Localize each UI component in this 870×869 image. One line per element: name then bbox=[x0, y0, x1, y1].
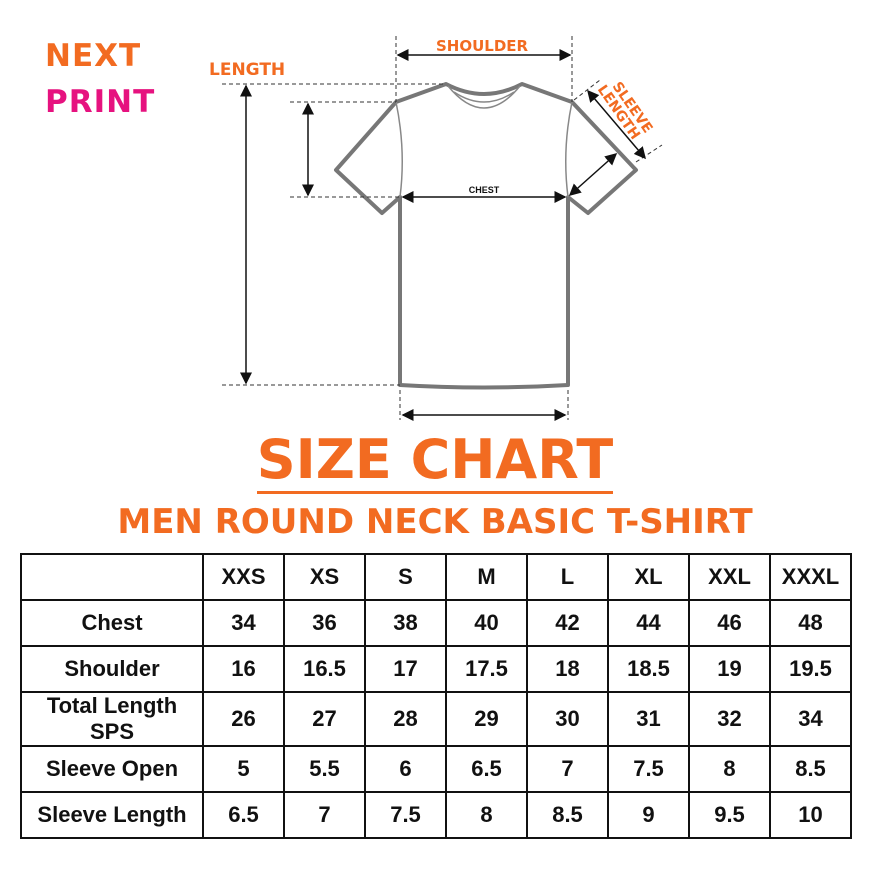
size-header: XXL bbox=[688, 553, 771, 601]
table-cell: 6 bbox=[364, 745, 447, 793]
table-cell: 28 bbox=[364, 691, 447, 747]
table-cell: 48 bbox=[769, 599, 852, 647]
table-cell: 5 bbox=[202, 745, 285, 793]
table-cell: 8.5 bbox=[526, 791, 609, 839]
row-label: Shoulder bbox=[20, 645, 204, 693]
length-label: LENGTH bbox=[209, 60, 286, 80]
table-cell: 40 bbox=[445, 599, 528, 647]
tshirt-diagram: CHEST SLEEVE LENGTH bbox=[222, 36, 663, 421]
row-label: Sleeve Open bbox=[20, 745, 204, 793]
table-row: Sleeve Open 5 5.5 6 6.5 7 7.5 8 8.5 bbox=[20, 745, 852, 793]
table-cell: 32 bbox=[688, 691, 771, 747]
table-cell: 10 bbox=[769, 791, 852, 839]
size-header: S bbox=[364, 553, 447, 601]
table-cell: 6.5 bbox=[445, 745, 528, 793]
row-label: Total Length SPS bbox=[20, 691, 204, 747]
table-cell: 19.5 bbox=[769, 645, 852, 693]
table-cell: 16.5 bbox=[283, 645, 366, 693]
table-cell: 29 bbox=[445, 691, 528, 747]
table-row: Total Length SPS 26 27 28 29 30 31 32 34 bbox=[20, 691, 852, 747]
table-cell: 34 bbox=[769, 691, 852, 747]
table-cell: 8 bbox=[688, 745, 771, 793]
sleeve-length-arrow bbox=[587, 89, 646, 160]
table-cell: 38 bbox=[364, 599, 447, 647]
table-cell: 26 bbox=[202, 691, 285, 747]
table-row: Chest 34 36 38 40 42 44 46 48 bbox=[20, 599, 852, 647]
size-header: XXS bbox=[202, 553, 285, 601]
table-row: Shoulder 16 16.5 17 17.5 18 18.5 19 19.5 bbox=[20, 645, 852, 693]
table-cell: 18.5 bbox=[607, 645, 690, 693]
size-header: M bbox=[445, 553, 528, 601]
size-header: XL bbox=[607, 553, 690, 601]
table-row: Sleeve Length 6.5 7 7.5 8 8.5 9 9.5 10 bbox=[20, 791, 852, 839]
table-cell: 8.5 bbox=[769, 745, 852, 793]
table-cell: 17 bbox=[364, 645, 447, 693]
row-label: Chest bbox=[20, 599, 204, 647]
table-cell: 31 bbox=[607, 691, 690, 747]
table-cell: 34 bbox=[202, 599, 285, 647]
table-cell: 7.5 bbox=[607, 745, 690, 793]
page-title: SIZE CHART bbox=[0, 428, 870, 494]
size-header: XXXL bbox=[769, 553, 852, 601]
table-cell: 8 bbox=[445, 791, 528, 839]
row-label: Sleeve Length bbox=[20, 791, 204, 839]
table-cell: 44 bbox=[607, 599, 690, 647]
table-cell: 9.5 bbox=[688, 791, 771, 839]
table-cell: 7 bbox=[283, 791, 366, 839]
table-cell: 18 bbox=[526, 645, 609, 693]
logo-print: PRINT bbox=[45, 84, 156, 120]
guide-lines bbox=[222, 36, 663, 420]
table-cell: 27 bbox=[283, 691, 366, 747]
chest-label: CHEST bbox=[469, 185, 500, 195]
page-subtitle: MEN ROUND NECK BASIC T-SHIRT bbox=[117, 502, 753, 542]
table-cell: 46 bbox=[688, 599, 771, 647]
size-header: L bbox=[526, 553, 609, 601]
table-cell: 42 bbox=[526, 599, 609, 647]
table-cell: 17.5 bbox=[445, 645, 528, 693]
logo-next: NEXT bbox=[45, 38, 142, 74]
table-cell: 36 bbox=[283, 599, 366, 647]
size-table: XXS XS S M L XL XXL XXXL Chest 34 36 38 40 42 44 46 48 Sh… bbox=[20, 553, 852, 839]
table-cell: 7.5 bbox=[364, 791, 447, 839]
tshirt-outline bbox=[334, 82, 638, 390]
table-cell: 16 bbox=[202, 645, 285, 693]
table-cell: 9 bbox=[607, 791, 690, 839]
table-header-row: XXS XS S M L XL XXL XXXL bbox=[20, 553, 852, 601]
sleeve-open-arrow bbox=[568, 153, 618, 196]
table-cell: 7 bbox=[526, 745, 609, 793]
table-cell: 30 bbox=[526, 691, 609, 747]
shoulder-label: SHOULDER bbox=[436, 37, 529, 55]
size-header: XS bbox=[283, 553, 366, 601]
table-cell: 5.5 bbox=[283, 745, 366, 793]
table-cell: 6.5 bbox=[202, 791, 285, 839]
table-cell: 19 bbox=[688, 645, 771, 693]
corner-cell bbox=[20, 553, 204, 601]
